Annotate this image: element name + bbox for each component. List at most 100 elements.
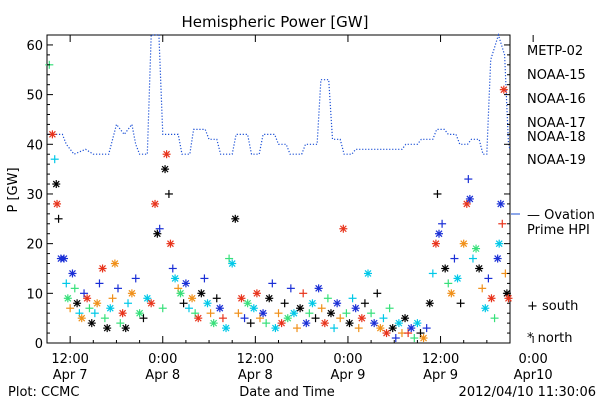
data-point <box>249 304 258 313</box>
x-tick-label-date: Apr10 <box>514 368 553 383</box>
data-point <box>487 294 496 303</box>
data-point <box>135 309 144 318</box>
data-point <box>438 219 447 228</box>
data-point <box>184 304 193 313</box>
y-tick-label: 20 <box>26 238 43 253</box>
data-point <box>131 274 140 283</box>
legend-ovation-line2: Prime HPI <box>527 223 590 238</box>
y-axis-label: P [GW] <box>6 167 21 212</box>
data-point <box>237 294 246 303</box>
data-point <box>124 299 133 308</box>
data-point <box>176 289 185 298</box>
data-point <box>118 309 127 318</box>
data-point <box>63 294 72 303</box>
data-point <box>116 319 125 328</box>
data-point <box>265 294 274 303</box>
data-point <box>504 294 513 303</box>
data-point <box>342 309 351 318</box>
data-point <box>212 294 221 303</box>
legend-item-noaa-17: NOAA-17 <box>527 116 586 131</box>
data-point <box>450 254 459 263</box>
legend-item-metp-02: METP-02 <box>527 44 583 59</box>
y-tick-label: 60 <box>26 39 43 54</box>
x-tick-label-time: 0:00 <box>148 352 177 367</box>
data-point <box>453 274 462 283</box>
data-point <box>478 284 487 293</box>
data-point <box>62 279 71 288</box>
data-point <box>385 304 394 313</box>
data-point <box>311 314 320 323</box>
data-point <box>197 289 206 298</box>
data-point <box>179 299 188 308</box>
data-point <box>299 289 308 298</box>
plot-area-border <box>46 34 511 344</box>
data-point <box>110 259 119 268</box>
data-point <box>274 309 283 318</box>
data-point <box>351 304 360 313</box>
data-point <box>472 244 481 253</box>
data-point <box>162 150 171 159</box>
data-point <box>231 214 240 223</box>
data-point <box>188 294 197 303</box>
data-point <box>283 314 292 323</box>
data-point <box>493 254 502 263</box>
data-point <box>425 299 434 308</box>
legend: METP-02 NOAA-15 NOAA-16 NOAA-17 NOAA-18 … <box>511 44 595 346</box>
data-point <box>484 274 493 283</box>
data-point <box>234 309 243 318</box>
x-tick-label-date: Apr 8 <box>145 368 180 383</box>
data-point <box>87 319 96 328</box>
data-point <box>499 85 508 94</box>
data-point <box>243 299 252 308</box>
data-point <box>495 239 504 248</box>
ovation-line-layer <box>47 32 511 155</box>
legend-item-noaa-16: NOAA-16 <box>527 92 586 107</box>
data-point <box>158 304 167 313</box>
ovation-prime-hpi-line <box>47 32 511 155</box>
data-point <box>314 284 323 293</box>
x-tick-label-date: Apr 7 <box>53 368 88 383</box>
data-point <box>228 259 237 268</box>
data-point <box>222 324 231 333</box>
data-point <box>52 180 61 189</box>
data-point <box>50 155 59 164</box>
data-point <box>200 274 209 283</box>
data-point <box>271 324 280 333</box>
data-point <box>419 334 428 343</box>
data-point <box>370 319 379 328</box>
data-point <box>475 264 484 273</box>
data-point <box>428 269 437 278</box>
x-tick-label-time: 0:00 <box>519 352 548 367</box>
data-point <box>410 334 419 343</box>
data-point <box>289 309 298 318</box>
data-point <box>441 264 450 273</box>
data-point <box>388 324 397 333</box>
data-point <box>68 269 77 278</box>
data-point <box>336 314 345 323</box>
data-point <box>161 165 170 174</box>
y-tick-label: 40 <box>26 138 43 153</box>
y-tick-label: 30 <box>26 188 43 203</box>
data-point <box>246 319 255 328</box>
data-point <box>95 279 104 288</box>
data-point <box>168 264 177 273</box>
data-point <box>401 314 410 323</box>
data-point <box>77 314 86 323</box>
data-point <box>364 269 373 278</box>
data-point <box>218 314 227 323</box>
data-point <box>498 219 507 228</box>
data-point <box>357 314 366 323</box>
data-point <box>490 314 499 323</box>
legend-item-noaa-18: NOAA-18 <box>527 130 586 145</box>
data-point <box>481 304 490 313</box>
data-point <box>296 304 305 313</box>
data-point <box>422 324 431 333</box>
data-point <box>308 299 317 308</box>
data-point <box>147 299 156 308</box>
legend-south: + south <box>527 299 578 314</box>
data-point <box>203 299 212 308</box>
data-point <box>382 329 391 338</box>
data-point <box>166 239 175 248</box>
